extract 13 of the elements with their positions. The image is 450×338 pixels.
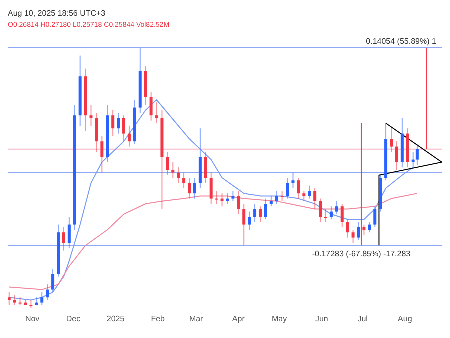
x-tick-label: Dec	[66, 314, 81, 324]
chart-title: Aug 10, 2025 18:56 UTC+3	[8, 8, 107, 20]
x-tick-label: Jul	[358, 314, 368, 324]
x-tick-label: Jun	[315, 314, 328, 324]
annotation: -0.17283 (-67.85%) -17,283	[312, 250, 412, 259]
x-tick-label: Mar	[189, 314, 204, 324]
x-tick-label: Feb	[151, 314, 166, 324]
x-tick-label: Apr	[232, 314, 246, 324]
annotation: 0.14054 (55.89%) 1	[366, 37, 437, 46]
x-tick-label: May	[272, 314, 288, 324]
x-tick-label: Aug	[398, 314, 412, 324]
x-tick-label: 2025	[106, 314, 126, 324]
x-tick-label: Nov	[25, 314, 40, 324]
